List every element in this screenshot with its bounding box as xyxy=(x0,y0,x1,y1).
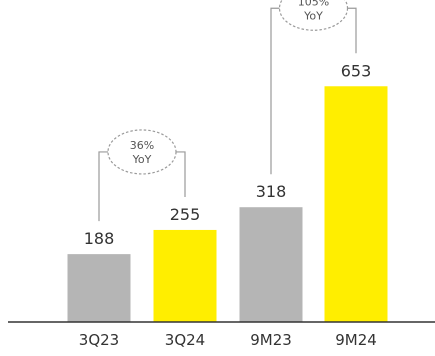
value-label-9m24: 653 xyxy=(341,61,372,80)
bars-group xyxy=(67,86,388,322)
category-label-9m24: 9M24 xyxy=(335,331,377,349)
bar-3q24 xyxy=(153,229,217,322)
value-label-9m23: 318 xyxy=(256,182,287,201)
category-labels-group: 3Q23 3Q24 9M23 9M24 xyxy=(79,331,377,349)
value-label-3q24: 255 xyxy=(170,205,201,224)
yoy-9m24-text-label: YoY xyxy=(303,9,323,22)
category-label-9m23: 9M23 xyxy=(250,331,292,349)
yoy-9m24-bubble xyxy=(278,0,349,31)
category-label-3q23: 3Q23 xyxy=(79,331,119,349)
value-labels-group: 188 255 318 653 xyxy=(84,61,372,248)
yoy-3q24-text-percent: 36% xyxy=(130,139,154,152)
yoy-9m24-text-percent: 105% xyxy=(298,0,329,8)
bar-3q23 xyxy=(67,254,131,322)
yoy-3q24-bubble xyxy=(107,129,177,175)
bar-9m23 xyxy=(239,207,303,322)
category-label-3q24: 3Q24 xyxy=(165,331,205,349)
value-label-3q23: 188 xyxy=(84,229,115,248)
yoy-3q24-text-label: YoY xyxy=(132,153,152,166)
bar-9m24 xyxy=(324,86,388,322)
